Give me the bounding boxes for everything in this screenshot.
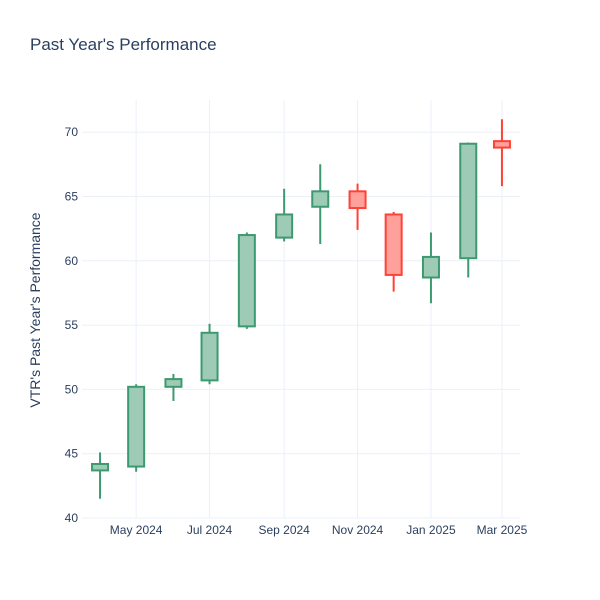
y-tick-label: 40 <box>65 511 79 525</box>
candle-increasing <box>164 373 183 401</box>
x-tick-label: Jan 2025 <box>406 523 456 537</box>
y-tick-label: 55 <box>65 318 79 332</box>
candle-increasing <box>200 323 219 385</box>
candle-body <box>127 385 146 468</box>
x-tick-label: May 2024 <box>110 523 163 537</box>
x-axis-ticks: May 2024 Jul 2024 Sep 2024 Nov 2024 Jan 2025… <box>110 523 528 537</box>
candle-body <box>348 190 367 210</box>
x-tick-label: Nov 2024 <box>332 523 384 537</box>
candle-decreasing <box>384 211 403 292</box>
candle-body <box>237 234 256 328</box>
candle-body <box>275 213 294 239</box>
candle-decreasing <box>492 119 511 187</box>
candle-increasing <box>459 142 478 278</box>
candle-body <box>421 255 440 279</box>
x-tick-label: Sep 2024 <box>258 523 310 537</box>
candle-increasing <box>311 164 330 245</box>
candle-increasing <box>91 452 110 499</box>
candle-decreasing <box>348 183 367 230</box>
y-tick-label: 60 <box>65 254 79 268</box>
candle-body <box>91 462 110 472</box>
candle-body <box>492 140 511 149</box>
x-tick-label: Jul 2024 <box>187 523 233 537</box>
y-tick-label: 50 <box>65 382 79 396</box>
candle-increasing <box>127 384 146 472</box>
candle-increasing <box>275 188 294 242</box>
candle-body <box>384 213 403 276</box>
grid-layer <box>82 100 520 519</box>
y-axis-title: VTR's Past Year's Performance <box>27 212 43 407</box>
candle-increasing <box>421 232 440 304</box>
y-tick-label: 70 <box>65 125 79 139</box>
x-tick-label: Mar 2025 <box>477 523 528 537</box>
y-axis-ticks: 40 45 50 55 60 65 70 <box>65 125 79 525</box>
candle-increasing <box>237 232 256 329</box>
candle-body <box>311 190 330 208</box>
candle-body <box>200 331 219 382</box>
y-tick-label: 65 <box>65 189 79 203</box>
candle-body <box>164 378 183 388</box>
chart-title: Past Year's Performance <box>30 35 217 54</box>
y-tick-label: 45 <box>65 447 79 461</box>
candle-body <box>459 142 478 260</box>
candle-layer <box>91 119 511 499</box>
